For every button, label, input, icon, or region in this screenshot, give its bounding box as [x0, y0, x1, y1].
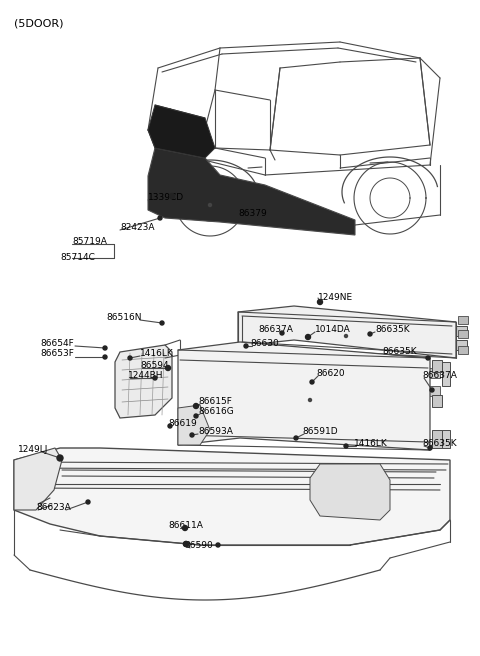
Circle shape: [305, 335, 311, 340]
Text: 85714C: 85714C: [60, 253, 95, 262]
Bar: [458, 316, 468, 324]
Circle shape: [193, 403, 199, 409]
Circle shape: [345, 335, 348, 337]
Text: 86516N: 86516N: [106, 314, 142, 323]
Circle shape: [182, 525, 188, 531]
Bar: [432, 360, 442, 372]
Text: 1014DA: 1014DA: [315, 325, 351, 335]
Polygon shape: [14, 448, 450, 545]
Polygon shape: [14, 448, 62, 510]
Text: 1339CD: 1339CD: [148, 194, 184, 203]
Text: 82423A: 82423A: [120, 224, 155, 232]
Circle shape: [169, 194, 175, 199]
Circle shape: [158, 216, 162, 220]
Polygon shape: [178, 405, 210, 445]
Circle shape: [103, 355, 107, 359]
Polygon shape: [178, 342, 430, 450]
Bar: [442, 430, 450, 448]
Circle shape: [426, 356, 430, 360]
Circle shape: [57, 455, 63, 461]
Text: 86623A: 86623A: [36, 504, 71, 512]
Text: 86611A: 86611A: [168, 522, 203, 531]
Text: 86616G: 86616G: [198, 407, 234, 417]
Circle shape: [128, 356, 132, 360]
Text: 86590: 86590: [184, 541, 213, 550]
Circle shape: [244, 344, 248, 348]
Circle shape: [183, 541, 189, 546]
Circle shape: [153, 376, 157, 380]
Text: (5DOOR): (5DOOR): [14, 18, 63, 28]
Bar: [432, 395, 442, 407]
Circle shape: [190, 433, 194, 437]
Text: 86637A: 86637A: [422, 371, 457, 380]
Bar: [428, 386, 440, 396]
Text: 86379: 86379: [238, 209, 267, 218]
Polygon shape: [148, 148, 355, 235]
Text: 86653F: 86653F: [40, 350, 74, 358]
Text: 86594: 86594: [140, 361, 168, 371]
Circle shape: [103, 346, 107, 350]
Bar: [458, 346, 468, 354]
Text: 86637A: 86637A: [258, 325, 293, 335]
Circle shape: [310, 380, 314, 384]
Bar: [165, 497, 197, 515]
Circle shape: [183, 541, 189, 546]
Text: 1249NE: 1249NE: [318, 293, 353, 302]
Circle shape: [166, 365, 170, 371]
Circle shape: [428, 446, 432, 450]
Circle shape: [160, 321, 164, 325]
Circle shape: [168, 424, 172, 428]
Text: 86635K: 86635K: [422, 440, 456, 449]
Text: 86635K: 86635K: [375, 325, 409, 335]
Circle shape: [430, 388, 434, 392]
Bar: [458, 330, 468, 338]
Bar: [125, 497, 157, 515]
Circle shape: [86, 500, 90, 504]
Text: 86591D: 86591D: [302, 428, 337, 436]
Text: 86615F: 86615F: [198, 398, 232, 407]
Bar: [205, 497, 237, 515]
Text: 85719A: 85719A: [72, 237, 107, 247]
Circle shape: [317, 300, 323, 304]
Bar: [442, 362, 450, 386]
Circle shape: [208, 203, 212, 207]
Bar: [453, 340, 467, 350]
Circle shape: [294, 436, 298, 440]
Bar: [160, 348, 168, 354]
Bar: [453, 326, 467, 336]
Text: 86620: 86620: [316, 369, 345, 379]
Circle shape: [344, 444, 348, 448]
Circle shape: [280, 331, 284, 335]
Bar: [155, 108, 170, 130]
Text: 1416LK: 1416LK: [354, 440, 388, 449]
Polygon shape: [238, 306, 456, 358]
Polygon shape: [148, 105, 215, 158]
Text: 1416LK: 1416LK: [140, 350, 174, 358]
Text: 86593A: 86593A: [198, 428, 233, 436]
Polygon shape: [310, 464, 390, 520]
Text: 86654F: 86654F: [40, 340, 74, 348]
Text: 86630: 86630: [250, 340, 279, 348]
Circle shape: [194, 414, 198, 418]
Circle shape: [368, 332, 372, 336]
Text: 86635K: 86635K: [382, 348, 417, 356]
Circle shape: [216, 543, 220, 547]
Polygon shape: [115, 345, 172, 418]
Bar: [432, 430, 442, 448]
Text: 1244BH: 1244BH: [128, 371, 164, 380]
Circle shape: [309, 398, 312, 401]
Text: 1249LJ: 1249LJ: [18, 445, 48, 455]
Text: 86619: 86619: [168, 419, 197, 428]
Bar: [428, 368, 440, 378]
